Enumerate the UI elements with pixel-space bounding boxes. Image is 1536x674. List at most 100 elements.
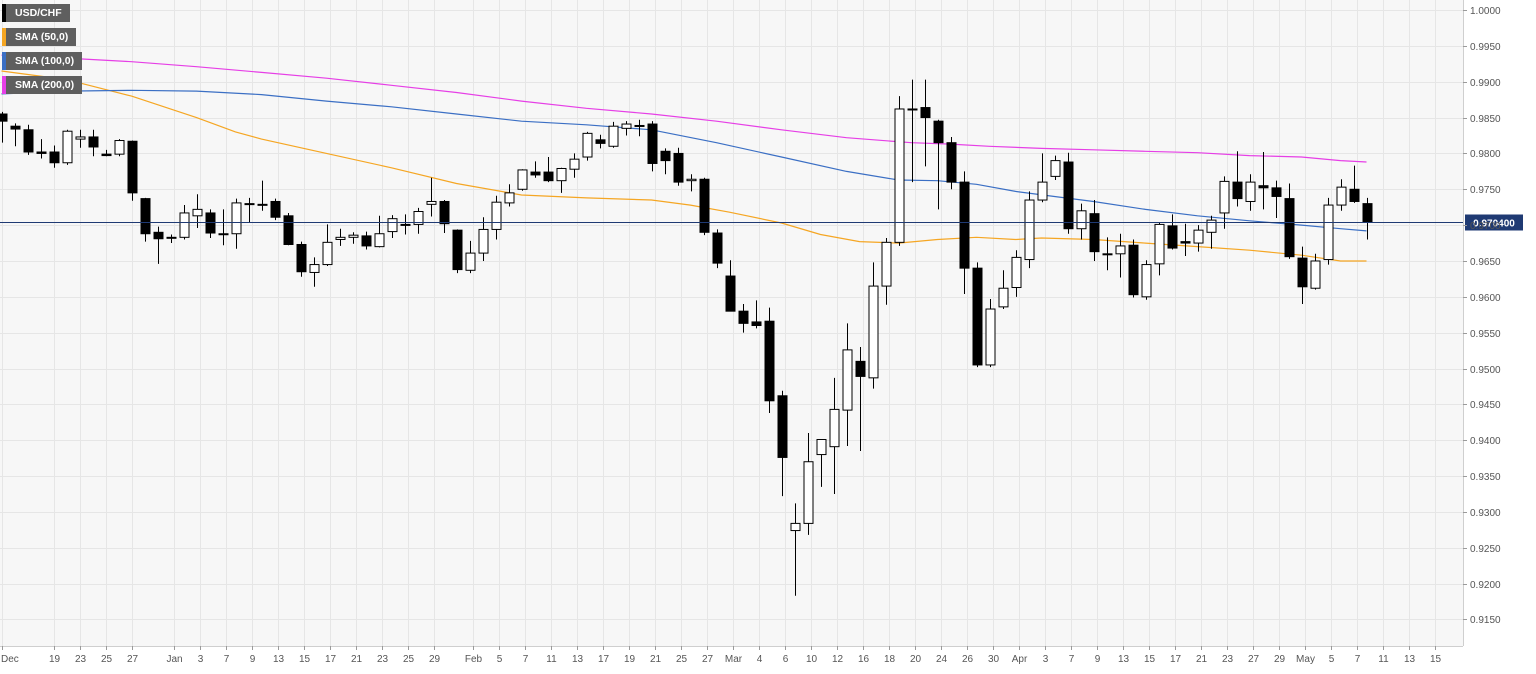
candle-bearish: [0, 111, 8, 143]
candle-bearish: [751, 300, 762, 329]
candle-bullish: [881, 238, 892, 305]
y-tick-label: 0.9950: [1470, 42, 1501, 53]
y-tick-label: 0.9300: [1470, 508, 1501, 519]
candle-body: [1037, 181, 1048, 201]
candle-body: [673, 152, 684, 183]
candle-body: [699, 178, 710, 233]
candle-bearish: [972, 262, 983, 368]
x-tick-label: 23: [1222, 654, 1234, 665]
x-tick-label: 25: [676, 654, 688, 665]
legend-item-usdchf[interactable]: USD/CHF: [2, 4, 70, 22]
candle-bullish: [426, 177, 437, 217]
candle-bearish: [49, 145, 60, 168]
candle-body: [530, 171, 541, 176]
x-tick-label: 27: [127, 654, 139, 665]
candle-bullish: [374, 215, 385, 248]
candle-bearish: [283, 212, 294, 246]
y-tick-label: 0.9650: [1470, 257, 1501, 268]
candle-body: [738, 310, 749, 324]
candle-body: [192, 208, 203, 217]
candle-body: [894, 108, 905, 243]
candle-body: [387, 218, 398, 233]
candle-body: [1115, 245, 1126, 255]
x-tick-label: 17: [598, 654, 610, 665]
candle-bullish: [504, 184, 515, 207]
legend-item-sma-100[interactable]: SMA (100,0): [2, 52, 83, 70]
candle-bearish: [1349, 165, 1360, 203]
candle-bullish: [1024, 191, 1035, 269]
candle-bullish: [231, 198, 242, 249]
candle-bullish: [1336, 179, 1347, 211]
candle-body: [556, 167, 567, 182]
candle-body: [244, 203, 255, 206]
y-tick-label: 0.9600: [1470, 293, 1501, 304]
current-price-line: 0.970400: [0, 214, 1523, 231]
candle-body: [1089, 213, 1100, 253]
candle-bearish: [712, 229, 723, 269]
candle-bearish: [647, 121, 658, 172]
candle-body: [413, 211, 424, 225]
x-tick-label: Jan: [166, 654, 182, 665]
legend-swatch: [2, 76, 6, 94]
candle-bearish: [1284, 183, 1295, 259]
candle-body: [400, 223, 411, 226]
x-tick-label: 20: [910, 654, 922, 665]
candle-body: [686, 178, 697, 182]
candle-bearish: [959, 171, 970, 294]
candle-body: [1102, 253, 1113, 256]
candle-body: [1063, 161, 1074, 230]
candle-bearish: [101, 149, 112, 157]
candle-bearish: [777, 390, 788, 497]
candle-body: [491, 201, 502, 230]
candle-body: [62, 130, 73, 164]
legend-item-sma-200[interactable]: SMA (200,0): [2, 76, 83, 94]
candle-body: [608, 125, 619, 147]
candle-bullish: [1245, 174, 1256, 211]
candle-bearish: [257, 180, 268, 211]
candle-body: [582, 132, 593, 158]
y-tick-label: 0.9850: [1470, 114, 1501, 125]
candle-bullish: [218, 209, 229, 246]
candle-bearish: [920, 79, 931, 167]
candle-body: [647, 123, 658, 164]
candle-body: [10, 125, 21, 130]
candle-body: [634, 124, 645, 127]
candle-bullish: [803, 433, 814, 535]
candle-bullish: [621, 121, 632, 136]
candle-bullish: [244, 197, 255, 223]
candle-body: [361, 235, 372, 247]
x-tick-label: 13: [1118, 654, 1130, 665]
candle-body: [998, 287, 1009, 308]
x-tick-label: 9: [1095, 654, 1101, 665]
legend-item-sma-50[interactable]: SMA (50,0): [2, 28, 77, 46]
candles: [0, 79, 1373, 596]
candle-bearish: [699, 177, 710, 236]
candle-bullish: [790, 503, 801, 596]
candle-bearish: [127, 140, 138, 201]
candle-bearish: [153, 226, 164, 264]
candle-bullish: [1050, 155, 1061, 180]
candle-bearish: [946, 136, 957, 190]
y-tick-label: 0.9700: [1470, 221, 1501, 232]
legend-label: USD/CHF: [15, 7, 62, 19]
x-tick-label: 13: [1404, 654, 1416, 665]
candle-body: [920, 107, 931, 119]
sma-line: [1, 89, 1367, 232]
grid-lines: [0, 0, 1463, 646]
candle-bullish: [1193, 225, 1204, 252]
candle-bullish: [1206, 215, 1217, 249]
y-tick-label: 0.9550: [1470, 329, 1501, 340]
x-tick-label: 13: [273, 654, 285, 665]
candle-bullish: [348, 232, 359, 244]
x-tick-label: 19: [49, 654, 61, 665]
y-tick-label: 0.9400: [1470, 436, 1501, 447]
candle-bearish: [439, 200, 450, 234]
candle-body: [1206, 219, 1217, 233]
candle-body: [439, 200, 450, 225]
candle-bearish: [1232, 151, 1243, 207]
y-axis: 1.0000 0.9950 0.9900 0.9850 0.9800 0.9750 0.97…: [1463, 6, 1501, 626]
candle-bearish: [725, 260, 736, 312]
candle-body: [127, 140, 138, 194]
x-tick-label: 21: [1196, 654, 1208, 665]
candle-bearish: [1089, 200, 1100, 261]
